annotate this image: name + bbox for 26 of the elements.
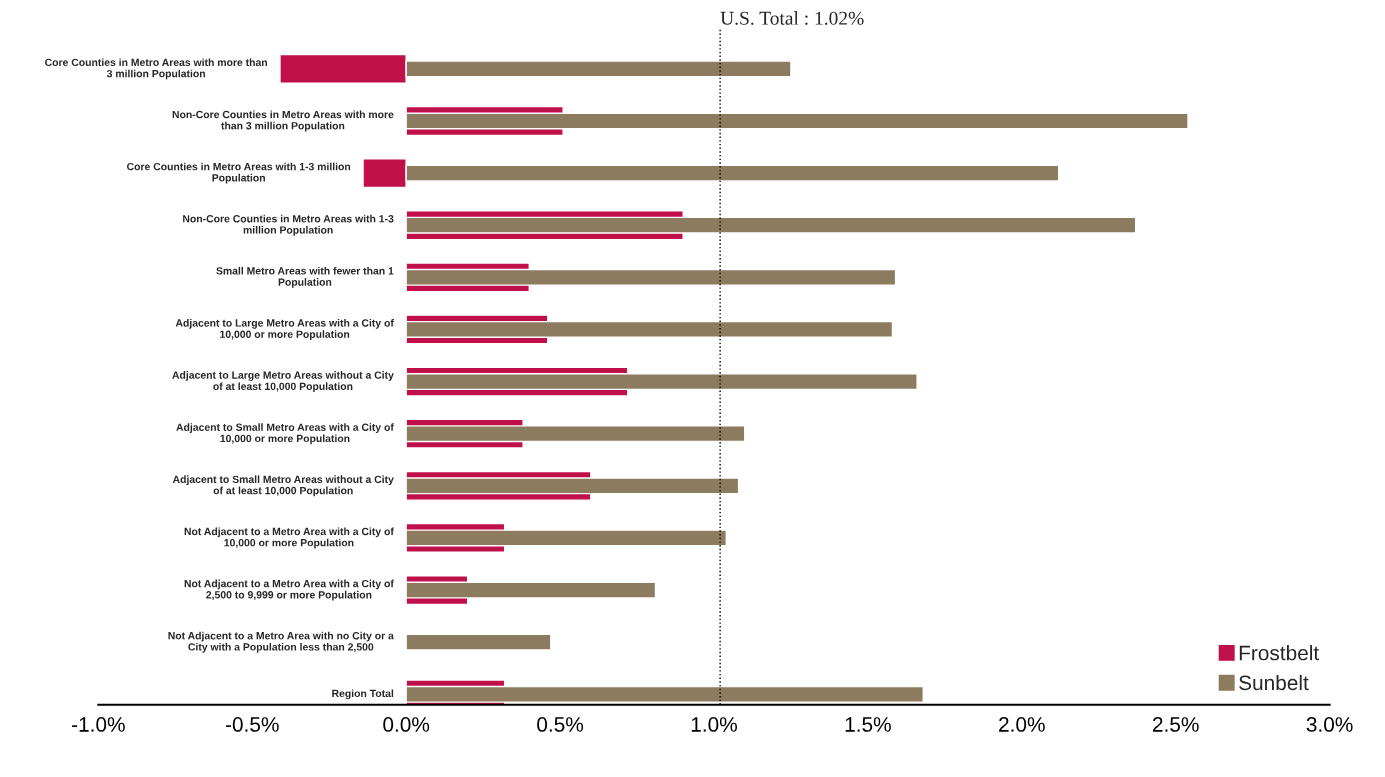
x-tick-label: 0.5% <box>537 717 584 732</box>
y-tick-label: Adjacent to Large Metro Areas without a City of at least 10,000 Population <box>172 371 394 393</box>
y-tick-label: Not Adjacent to a Metro Area with a City of 10,000 or more Population <box>184 527 394 549</box>
x-tick-label: 1.5% <box>845 717 891 732</box>
legend-label: Sunbelt <box>1239 674 1309 691</box>
y-tick-label: Non-Core Counties in Metro Areas with 1-3 million Population <box>183 214 394 236</box>
y-tick-label: Core Counties in Metro Areas with more than 3 million Population <box>45 58 267 80</box>
y-tick-label: Small Metro Areas with fewer than 1 Population <box>216 266 394 288</box>
x-tick-label: 2.0% <box>999 717 1045 732</box>
y-tick-label: Non-Core Counties in Metro Areas with more than 3 million Population <box>172 110 394 132</box>
x-tick-label: -0.5% <box>225 717 279 732</box>
x-tick-label: 1.0% <box>691 717 737 732</box>
y-tick-label: Not Adjacent to a Metro Area with a City of 2,500 to 9,999 or more Population <box>184 579 394 601</box>
y-tick-label: Adjacent to Small Metro Areas with a City of 10,000 or more Population <box>176 423 394 445</box>
x-tick-label: 2.5% <box>1153 717 1199 732</box>
y-tick-label: Core Counties in Metro Areas with 1-3 million Population <box>127 162 351 184</box>
ref-line-label: U.S. Total : 1.02% <box>720 11 864 25</box>
legend-label: Frostbelt <box>1239 645 1320 661</box>
x-tick-label: 0.0% <box>383 717 430 732</box>
y-tick-label: Not Adjacent to a Metro Area with no City or a City with a Population less than 2,500 <box>168 631 394 653</box>
bar <box>405 633 552 651</box>
y-tick-label: Region Total <box>332 689 394 700</box>
x-tick-label: 3.0% <box>1306 717 1353 732</box>
y-tick-label: Adjacent to Large Metro Areas with a City of 10,000 or more Population <box>175 318 394 340</box>
y-tick-label: Adjacent to Small Metro Areas without a City of at least 10,000 Population <box>172 475 394 497</box>
x-tick-label: -1.0% <box>72 717 125 732</box>
